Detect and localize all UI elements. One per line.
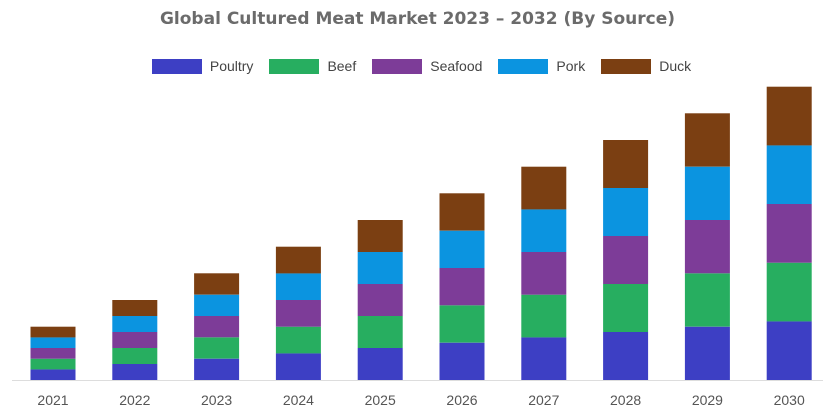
bar-seafood-2024 — [275, 300, 321, 327]
bar-beef-2021 — [30, 358, 76, 370]
bar-seafood-2023 — [194, 316, 240, 338]
bar-poultry-2024 — [275, 353, 321, 380]
bar-pork-2029 — [684, 166, 730, 220]
bar-beef-2028 — [603, 284, 649, 332]
x-tick-label-2023: 2023 — [201, 392, 232, 408]
legend-swatch-duck — [601, 58, 652, 74]
legend-swatch-seafood — [372, 58, 423, 74]
bar-poultry-2028 — [603, 332, 649, 380]
bar-duck-2025 — [357, 220, 403, 252]
legend-item-seafood: Seafood — [372, 58, 482, 74]
bar-poultry-2027 — [521, 337, 567, 380]
legend-item-poultry: Poultry — [151, 58, 254, 74]
bar-pork-2022 — [112, 316, 158, 332]
bar-poultry-2029 — [684, 326, 730, 380]
x-tick-label-2028: 2028 — [610, 392, 641, 408]
bar-beef-2027 — [521, 294, 567, 338]
bar-pork-2025 — [357, 252, 403, 284]
x-tick-label-2025: 2025 — [365, 392, 396, 408]
bar-beef-2024 — [275, 326, 321, 354]
x-tick-label-2024: 2024 — [283, 392, 314, 408]
bar-seafood-2029 — [684, 220, 730, 274]
bar-seafood-2021 — [30, 348, 76, 359]
legend-swatch-beef — [269, 58, 320, 74]
bar-pork-2027 — [521, 209, 567, 252]
bar-duck-2028 — [603, 140, 649, 188]
legend-item-duck: Duck — [601, 58, 691, 74]
bar-duck-2027 — [521, 166, 567, 210]
bar-seafood-2030 — [766, 204, 812, 263]
bar-duck-2021 — [30, 326, 76, 338]
x-tick-label-2026: 2026 — [446, 392, 477, 408]
bar-beef-2029 — [684, 273, 730, 327]
bar-beef-2030 — [766, 262, 812, 322]
legend-item-beef: Beef — [269, 58, 356, 74]
bar-seafood-2028 — [603, 236, 649, 284]
x-tick-label-2027: 2027 — [528, 392, 559, 408]
bar-poultry-2030 — [766, 321, 812, 380]
legend-item-pork: Pork — [498, 58, 585, 74]
legend-swatch-pork — [498, 58, 549, 74]
legend: Poultry Beef Seafood Pork Duck — [0, 58, 835, 74]
bar-pork-2026 — [439, 230, 485, 268]
x-tick-label-2029: 2029 — [692, 392, 723, 408]
legend-label-seafood: Seafood — [430, 58, 483, 74]
bar-duck-2022 — [112, 300, 158, 316]
x-tick-label-2030: 2030 — [774, 392, 805, 408]
legend-label-duck: Duck — [659, 58, 692, 74]
bar-duck-2026 — [439, 193, 485, 231]
bar-poultry-2023 — [194, 358, 240, 380]
bar-seafood-2025 — [357, 284, 403, 316]
bar-pork-2021 — [30, 337, 76, 348]
legend-label-poultry: Poultry — [209, 58, 254, 74]
bar-seafood-2026 — [439, 268, 485, 306]
bar-duck-2030 — [766, 86, 812, 146]
bar-beef-2026 — [439, 305, 485, 343]
bar-pork-2024 — [275, 273, 321, 300]
bar-duck-2029 — [684, 113, 730, 167]
bar-pork-2028 — [603, 188, 649, 236]
bar-beef-2022 — [112, 348, 158, 364]
x-tick-label-2022: 2022 — [119, 392, 150, 408]
chart-title: Global Cultured Meat Market 2023 – 2032 … — [159, 9, 676, 29]
bar-poultry-2021 — [30, 369, 76, 380]
bar-seafood-2022 — [112, 332, 158, 348]
legend-swatch-poultry — [151, 58, 202, 74]
bar-pork-2030 — [766, 145, 812, 204]
bar-poultry-2022 — [112, 364, 158, 380]
bar-poultry-2025 — [357, 348, 403, 380]
legend-label-beef: Beef — [327, 58, 357, 74]
bar-beef-2025 — [357, 316, 403, 348]
bar-beef-2023 — [194, 337, 240, 359]
bar-duck-2023 — [194, 273, 240, 295]
bar-poultry-2026 — [439, 342, 485, 380]
bar-pork-2023 — [194, 294, 240, 316]
legend-label-pork: Pork — [556, 58, 586, 74]
bar-seafood-2027 — [521, 252, 567, 295]
bar-duck-2024 — [275, 246, 321, 274]
x-tick-label-2021: 2021 — [37, 392, 68, 408]
